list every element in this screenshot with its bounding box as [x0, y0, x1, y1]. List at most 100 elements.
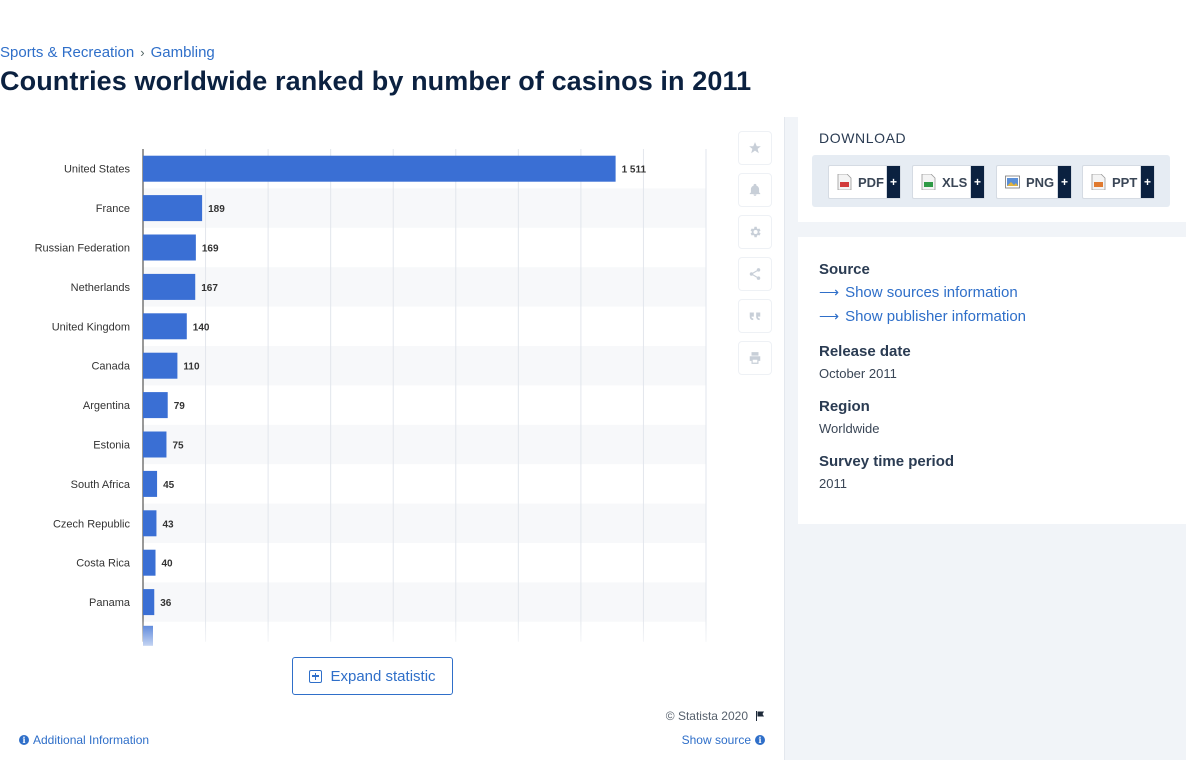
xls-plus-icon[interactable]: +: [970, 166, 984, 198]
show-publisher-label: Show publisher information: [845, 308, 1027, 325]
notification-button[interactable]: [738, 173, 772, 207]
row-band: [143, 503, 706, 543]
download-ppt-label: PPT: [1112, 174, 1138, 190]
pdf-plus-icon[interactable]: +: [886, 166, 900, 198]
chart-card: United States 1 511 France 189 Russian Feder…: [0, 117, 785, 760]
bar: [143, 273, 196, 300]
download-buttons: PDF + XLS + PNG + PPT +: [812, 155, 1170, 207]
download-card: DOWNLOAD PDF + XLS + PNG + PPT +: [798, 117, 1186, 222]
breadcrumb-sports[interactable]: Sports & Recreation: [0, 44, 135, 61]
category-label: United Kingdom: [52, 321, 130, 333]
flag-icon[interactable]: [754, 710, 766, 722]
bar: [143, 589, 155, 616]
info-icon: i: [19, 735, 29, 745]
category-label: France: [96, 203, 130, 215]
release-date-label: Release date: [819, 343, 911, 360]
favorite-button[interactable]: [738, 131, 772, 165]
settings-button[interactable]: [738, 215, 772, 249]
breadcrumb-separator: ›: [140, 45, 145, 60]
bar: [143, 392, 168, 419]
survey-period-label: Survey time period: [819, 453, 955, 470]
additional-information-link[interactable]: i Additional Information: [19, 733, 149, 747]
row-band: [143, 582, 706, 622]
share-icon: [749, 268, 761, 280]
bar: [143, 470, 158, 497]
bar: [143, 195, 203, 222]
show-source-label: Show source: [681, 733, 751, 747]
png-plus-icon[interactable]: +: [1057, 166, 1071, 198]
download-pdf-button[interactable]: PDF +: [828, 165, 901, 199]
chart-tools: [738, 131, 772, 383]
copyright: © Statista 2020: [666, 709, 766, 723]
print-icon: [749, 352, 761, 364]
row-band: [143, 188, 706, 228]
download-png-label: PNG: [1026, 174, 1055, 190]
copyright-text: © Statista 2020: [665, 709, 748, 723]
data-label: 1 511: [622, 165, 647, 176]
category-label: Czech Republic: [53, 518, 131, 530]
expand-statistic-button[interactable]: Expand statistic: [292, 657, 453, 695]
additional-information-label: Additional Information: [33, 733, 150, 747]
category-label: Netherlands: [71, 282, 131, 294]
cite-button[interactable]: [738, 299, 772, 333]
data-label: 36: [160, 598, 172, 609]
expand-label: Expand statistic: [330, 667, 436, 685]
download-xls-label: XLS: [942, 174, 968, 190]
xls-file-icon: [921, 174, 936, 190]
statistic-details-card: Source ⟶ Show sources information ⟶ Show…: [798, 237, 1186, 524]
page-header: Sports & Recreation › Gambling Countries w…: [0, 0, 1186, 117]
category-label: Estonia: [93, 440, 131, 452]
show-source-link[interactable]: Show source i: [682, 733, 765, 747]
breadcrumb-gambling[interactable]: Gambling: [150, 44, 215, 61]
show-publisher-link[interactable]: ⟶ Show publisher information: [819, 308, 1026, 325]
source-label: Source: [819, 261, 870, 278]
ppt-plus-icon[interactable]: +: [1140, 166, 1154, 198]
region-value: Worldwide: [819, 421, 880, 436]
download-pdf-label: PDF: [858, 174, 884, 190]
arrow-right-icon: ⟶: [819, 284, 840, 300]
gear-icon: [750, 226, 761, 238]
ppt-file-icon: [1091, 174, 1106, 190]
download-xls-button[interactable]: XLS +: [912, 165, 985, 199]
download-png-button[interactable]: PNG +: [996, 165, 1072, 199]
data-label: 167: [201, 283, 218, 294]
category-label: Panama: [89, 597, 131, 609]
category-label: Canada: [91, 361, 130, 373]
png-file-icon: [1005, 175, 1020, 189]
data-label: 140: [193, 322, 210, 333]
bar: [143, 431, 167, 458]
category-label: Argentina: [83, 400, 131, 412]
data-label: 79: [174, 401, 186, 412]
bar: [143, 234, 196, 261]
bar: [143, 352, 178, 379]
bar: [143, 510, 157, 537]
breadcrumb: Sports & Recreation › Gambling: [0, 44, 215, 61]
bar: [143, 313, 187, 340]
release-date-value: October 2011: [819, 366, 897, 381]
download-ppt-button[interactable]: PPT +: [1082, 165, 1155, 199]
survey-period-value: 2011: [819, 476, 847, 491]
category-label: South Africa: [71, 479, 131, 491]
data-label: 169: [202, 244, 219, 255]
bar: [143, 549, 156, 576]
category-label: United States: [64, 164, 131, 176]
row-band: [143, 267, 706, 307]
expand-icon: [309, 669, 323, 683]
row-band: [143, 346, 706, 386]
data-label: 45: [163, 480, 175, 491]
data-label: 75: [172, 441, 184, 452]
page-title: Countries worldwide ranked by number of …: [0, 66, 752, 96]
show-sources-link[interactable]: ⟶ Show sources information: [819, 284, 1018, 301]
data-label: 110: [183, 362, 200, 373]
category-label: Russian Federation: [35, 243, 130, 255]
star-icon: [749, 142, 761, 154]
print-button[interactable]: [738, 341, 772, 375]
share-button[interactable]: [738, 257, 772, 291]
download-title: DOWNLOAD: [819, 130, 907, 146]
chart-fade: [0, 617, 730, 647]
pdf-file-icon: [837, 174, 852, 190]
arrow-right-icon: ⟶: [819, 308, 840, 324]
region-label: Region: [819, 398, 870, 415]
data-label: 189: [208, 204, 225, 215]
bar-chart: United States 1 511 France 189 Russian Feder…: [0, 149, 730, 647]
